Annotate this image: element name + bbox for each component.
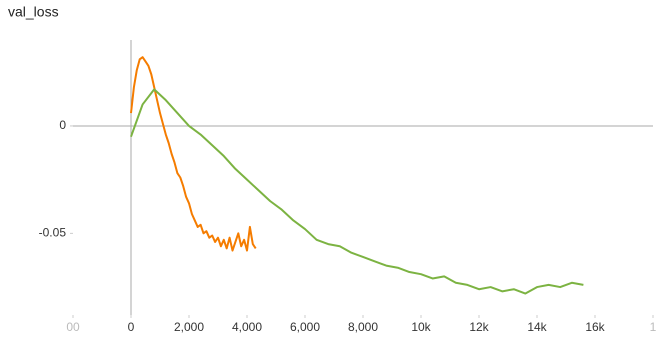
x-tick-label: 14k [527, 320, 547, 334]
x-tick-label: 1 [650, 320, 656, 334]
x-tick-label: 0 [128, 320, 135, 334]
x-tick-label: 8,000 [348, 320, 378, 334]
x-tick-label: 16k [585, 320, 605, 334]
x-tick-label: 2,000 [174, 320, 204, 334]
chart-title: val_loss [8, 4, 59, 20]
series-line [130, 56, 257, 252]
y-tick-label: -0.05 [39, 226, 67, 240]
x-tick-label: 10k [411, 320, 431, 334]
series-line [130, 88, 584, 295]
y-tick-label: 0 [59, 118, 66, 132]
x-tick-label: 00 [66, 320, 80, 334]
x-tick-label: 4,000 [232, 320, 262, 334]
x-tick-label: 6,000 [290, 320, 320, 334]
x-tick-label: 12k [469, 320, 489, 334]
